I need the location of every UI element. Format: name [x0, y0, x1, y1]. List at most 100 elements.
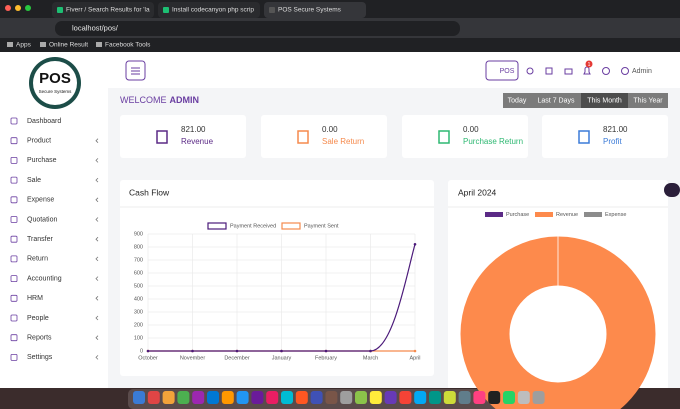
dock-icon[interactable]: [192, 391, 205, 404]
menu-item[interactable]: Quotation: [27, 216, 57, 223]
icon[interactable]: [564, 68, 573, 75]
bookmark[interactable]: Online Result: [49, 42, 88, 49]
menu-icon: [10, 235, 18, 243]
menu-icon: [10, 334, 18, 342]
dock-icon[interactable]: [503, 391, 515, 404]
dock-icon[interactable]: [443, 391, 456, 404]
menu-item[interactable]: Product: [27, 138, 51, 145]
filter-button[interactable]: [531, 93, 581, 108]
filter-label[interactable]: Last 7 Days: [538, 97, 575, 104]
filter-button[interactable]: [581, 93, 628, 108]
x-tick-label: November: [180, 355, 206, 361]
dock-icon[interactable]: [369, 391, 382, 404]
url[interactable]: localhost/pos/: [72, 23, 119, 32]
dock-icon[interactable]: [355, 391, 367, 404]
dock-icon[interactable]: [310, 391, 323, 404]
point: [235, 349, 239, 353]
legend-label: Payment Received: [230, 223, 276, 229]
chevron: [95, 217, 99, 222]
menu-icon: [10, 216, 18, 223]
dock-icon[interactable]: [384, 391, 397, 404]
address-bar[interactable]: [55, 21, 460, 36]
filter-label[interactable]: This Month: [587, 97, 622, 104]
icon[interactable]: [545, 67, 553, 75]
user-name[interactable]: Admin: [632, 68, 652, 75]
dock-icons: [133, 391, 545, 404]
dock-icon[interactable]: [133, 391, 145, 404]
dock-icon[interactable]: [266, 391, 279, 404]
tab-title[interactable]: Fiverr / Search Results for 'la: [66, 7, 150, 14]
globe-icon[interactable]: [602, 67, 610, 75]
dock-icon[interactable]: [236, 391, 249, 404]
pos-button[interactable]: [485, 60, 519, 81]
dock-icon[interactable]: [532, 391, 545, 404]
point: [191, 349, 194, 353]
dock-icon[interactable]: [162, 391, 175, 404]
max-dot[interactable]: [25, 5, 31, 11]
dock-icon[interactable]: [458, 391, 471, 404]
card-title: April 2024: [458, 187, 497, 197]
menu-item[interactable]: Purchase: [27, 157, 57, 164]
menu-item[interactable]: Transfer: [27, 236, 53, 243]
menu-icon: [10, 196, 18, 204]
dock-icon[interactable]: [517, 391, 530, 404]
stat-card: [402, 115, 528, 158]
floating-button[interactable]: [664, 183, 680, 197]
logo-inner: [33, 61, 77, 105]
tab[interactable]: [158, 2, 260, 18]
menu-icon: [10, 156, 18, 164]
menu-item[interactable]: Sale: [27, 177, 41, 184]
user-icon[interactable]: [621, 67, 629, 75]
tab-title[interactable]: POS Secure Systems: [278, 7, 342, 14]
cash-flow-card: [120, 180, 434, 376]
welcome-name: ADMIN: [170, 95, 200, 105]
stat-value: 0.00: [463, 125, 479, 134]
filter-label[interactable]: This Year: [633, 97, 663, 104]
menu-item[interactable]: Expense: [27, 197, 54, 204]
tab-icon: [163, 7, 169, 13]
filter-button[interactable]: [628, 93, 668, 108]
menu-item[interactable]: Dashboard: [27, 118, 61, 125]
bookmark[interactable]: Apps: [16, 42, 32, 49]
bookmark[interactable]: Facebook Tools: [105, 42, 151, 49]
card-title: Cash Flow: [129, 187, 170, 197]
dock-icon[interactable]: [429, 391, 441, 404]
min-dot[interactable]: [15, 5, 21, 11]
chevron: [95, 197, 99, 203]
point: [146, 349, 150, 353]
dock-icon[interactable]: [207, 391, 219, 404]
filter-label[interactable]: Today: [508, 97, 527, 104]
y-tick-label: 600: [134, 270, 143, 276]
tab-title[interactable]: Install codecanyon php scrip: [172, 7, 254, 14]
menu-icon: [10, 117, 18, 125]
dock-icon[interactable]: [147, 391, 160, 404]
icon[interactable]: [526, 67, 534, 75]
close-dot[interactable]: [5, 5, 11, 11]
dock-icon[interactable]: [177, 391, 190, 404]
menu-item[interactable]: Return: [27, 256, 48, 263]
menu-icon: [10, 294, 18, 302]
menu-item[interactable]: Accounting: [27, 275, 62, 282]
bookmark-icon: [96, 42, 102, 47]
chevron: [95, 355, 99, 360]
filter-button[interactable]: [503, 93, 531, 108]
dock-icon[interactable]: [221, 391, 234, 404]
tab[interactable]: [264, 2, 366, 18]
menu-item[interactable]: Reports: [27, 335, 52, 342]
dock-icon[interactable]: [414, 391, 427, 404]
tab[interactable]: [52, 2, 154, 18]
logo-subtitle: Secure Systems: [39, 89, 73, 94]
bookmark-icon: [40, 42, 46, 47]
dock-icon[interactable]: [325, 391, 338, 404]
dock-icon[interactable]: [473, 391, 486, 404]
dock-icon[interactable]: [488, 391, 501, 404]
dock-icon[interactable]: [281, 391, 293, 404]
dock-icon[interactable]: [399, 391, 412, 404]
dock-icon[interactable]: [251, 391, 264, 404]
dock-icon[interactable]: [340, 391, 353, 404]
menu-item[interactable]: Settings: [27, 354, 53, 361]
dock-icon[interactable]: [295, 391, 308, 404]
menu-item[interactable]: HRM: [27, 295, 43, 302]
menu-item[interactable]: People: [27, 315, 49, 322]
topbar: [108, 52, 680, 88]
